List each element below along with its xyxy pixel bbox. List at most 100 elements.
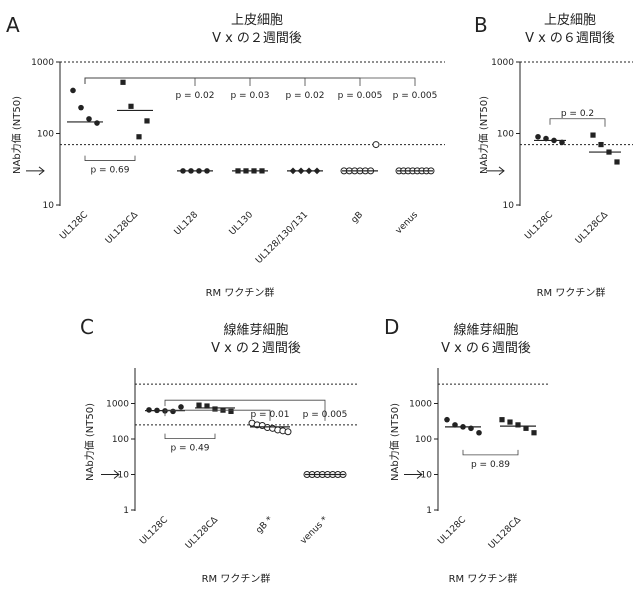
panel-c-category-label: venus * (299, 515, 331, 547)
panel-c-category-label: gB * (254, 515, 275, 536)
panel-d: D 線維芽細胞 V x の６週間後 NAb力価 (NT50) RM ワクチン群 … (384, 315, 548, 585)
panel-b-letter: B (474, 13, 488, 37)
panel-a-ytick-label: 1000 (31, 58, 54, 68)
panel-a-data-point (78, 105, 84, 111)
panel-a-comparison-bracket (85, 78, 195, 86)
panel-a-ylabel: NAb力価 (NT50) (10, 96, 23, 174)
panel-a-letter: A (6, 13, 20, 37)
panel-a-category-label: venus (394, 210, 420, 236)
panel-c-data-point (170, 409, 176, 415)
panel-a-data-point (373, 142, 379, 148)
panel-d-xlabel: RM ワクチン群 (449, 572, 518, 585)
panel-a-category-label: UL130 (228, 210, 256, 238)
panel-c-data-point (285, 429, 291, 435)
panel-d-ytick-label: 1 (426, 506, 432, 516)
panel-a-data-point (136, 134, 141, 139)
panel-b-comparison-bracket (550, 119, 605, 127)
panel-c-comparison-bracket (165, 434, 215, 439)
panel-a-p-value: p = 0.005 (338, 91, 383, 101)
panel-a-data-point (128, 104, 133, 109)
panel-d-data-point (531, 430, 536, 435)
panel-a-comparison-bracket (85, 156, 135, 161)
panel-a-data-point (70, 88, 76, 94)
panel-b-data-point (598, 142, 603, 147)
panel-d-title-line1: 線維芽細胞 (453, 322, 518, 338)
panel-a-data-point (86, 116, 92, 122)
panel-c-letter: C (80, 315, 94, 339)
panel-a-data-point (94, 120, 100, 126)
panel-b-xlabel: RM ワクチン群 (537, 286, 606, 299)
panel-a-plot: 101001000UL128CUL128CΔUL128UL130UL128/13… (26, 58, 445, 266)
panel-b: B 上皮細胞 V x の６週間後 NAb力価 (NT50) RM ワクチン群 1… (474, 13, 633, 299)
panel-d-ylabel: NAb力価 (NT50) (388, 403, 401, 481)
panel-d-ytick-label: 1000 (409, 400, 432, 410)
panel-a-category-label: UL128 (173, 210, 201, 238)
panel-b-ytick-label: 10 (503, 201, 515, 211)
panel-a-title-line1: 上皮細胞 (231, 13, 283, 28)
panel-c-p-value: p = 0.005 (303, 410, 348, 420)
panel-b-p-value: p = 0.2 (561, 109, 594, 119)
panel-c-category-label: UL128C (138, 515, 170, 547)
panel-b-ytick-label: 1000 (491, 58, 514, 68)
panel-d-comparison-bracket (463, 450, 518, 455)
panel-c-title-line2: V x の２週間後 (211, 341, 301, 356)
panel-b-title-line2: V x の６週間後 (525, 31, 615, 46)
panel-c-data-point (196, 403, 201, 408)
panel-d-p-value: p = 0.89 (471, 460, 510, 470)
panel-a-data-point (144, 118, 149, 123)
panel-a-p-value: p = 0.02 (285, 91, 324, 101)
panel-a-ytick-label: 100 (37, 130, 54, 140)
panel-c-data-point (178, 404, 184, 410)
panel-c-ylabel: NAb力価 (NT50) (83, 403, 96, 481)
panel-c-ytick-label: 1000 (106, 400, 129, 410)
panel-b-title-line1: 上皮細胞 (544, 13, 596, 28)
panel-c-data-point (146, 407, 152, 413)
panel-a-ytick-label: 10 (43, 201, 55, 211)
panel-d-data-point (507, 419, 512, 424)
panel-a-xlabel: RM ワクチン群 (206, 286, 275, 299)
panel-c-data-point (212, 406, 217, 411)
panel-b-data-point (614, 159, 619, 164)
panel-d-data-point (476, 430, 482, 436)
panel-a-comparison-bracket (85, 78, 360, 86)
panel-d-title-line2: V x の６週間後 (441, 341, 531, 356)
panel-c: C 線維芽細胞 V x の２週間後 NAb力価 (NT50) RM ワクチン群 … (80, 315, 357, 585)
panel-a: A 上皮細胞 V x の２週間後 NAb力価 (NT50) RM ワクチン群 1… (6, 13, 445, 299)
panel-c-ytick-label: 1 (123, 506, 129, 516)
panel-a-comparison-bracket (85, 78, 250, 86)
panel-c-title-line1: 線維芽細胞 (223, 322, 288, 338)
panel-b-data-point (535, 134, 541, 140)
panel-a-category-label: UL128/130/131 (254, 210, 310, 266)
panel-d-category-label: UL128CΔ (487, 514, 524, 551)
panel-a-category-label: gB (350, 210, 365, 225)
panel-d-data-point (444, 417, 450, 423)
panel-d-ytick-label: 100 (415, 435, 432, 445)
panel-d-data-point (499, 417, 504, 422)
panel-a-p-value: p = 0.005 (393, 91, 438, 101)
panel-c-p-value: p = 0.01 (250, 410, 289, 420)
panel-a-p-value: p = 0.69 (90, 166, 129, 176)
panel-a-p-value: p = 0.03 (230, 91, 269, 101)
panel-a-category-label: UL128C (58, 210, 90, 242)
panel-b-category-label: UL128CΔ (574, 209, 611, 246)
panel-b-category-label: UL128C (523, 210, 555, 242)
panel-c-p-value: p = 0.49 (170, 444, 209, 454)
panel-a-p-value: p = 0.02 (175, 91, 214, 101)
panel-d-plot: 1 10 100 1000 UL128C UL128CΔ p = 0.89 (404, 368, 548, 551)
panel-d-ytick-label: 10 (421, 471, 433, 481)
panel-c-plot: 1 10 100 1000 UL128C UL128CΔ gB * venus * p = 0.… (101, 368, 357, 551)
figure: A 上皮細胞 V x の２週間後 NAb力価 (NT50) RM ワクチン群 1… (0, 0, 640, 594)
panel-a-title-line2: V x の２週間後 (212, 31, 302, 46)
panel-a-data-point (120, 80, 125, 85)
panel-c-category-label: UL128CΔ (184, 514, 221, 551)
panel-c-ytick-label: 100 (112, 435, 129, 445)
panel-b-ylabel: NAb力価 (NT50) (477, 96, 490, 174)
panel-c-ytick-label: 10 (118, 471, 130, 481)
panel-d-category-label: UL128C (436, 515, 468, 547)
panel-b-ytick-label: 100 (497, 130, 514, 140)
panel-d-letter: D (384, 315, 399, 339)
panel-b-data-point (590, 132, 595, 137)
panel-b-plot: 10 100 1000 UL128C UL128CΔ p = 0.2 (486, 58, 633, 246)
panel-c-data-point (228, 409, 233, 414)
panel-c-xlabel: RM ワクチン群 (202, 572, 271, 585)
